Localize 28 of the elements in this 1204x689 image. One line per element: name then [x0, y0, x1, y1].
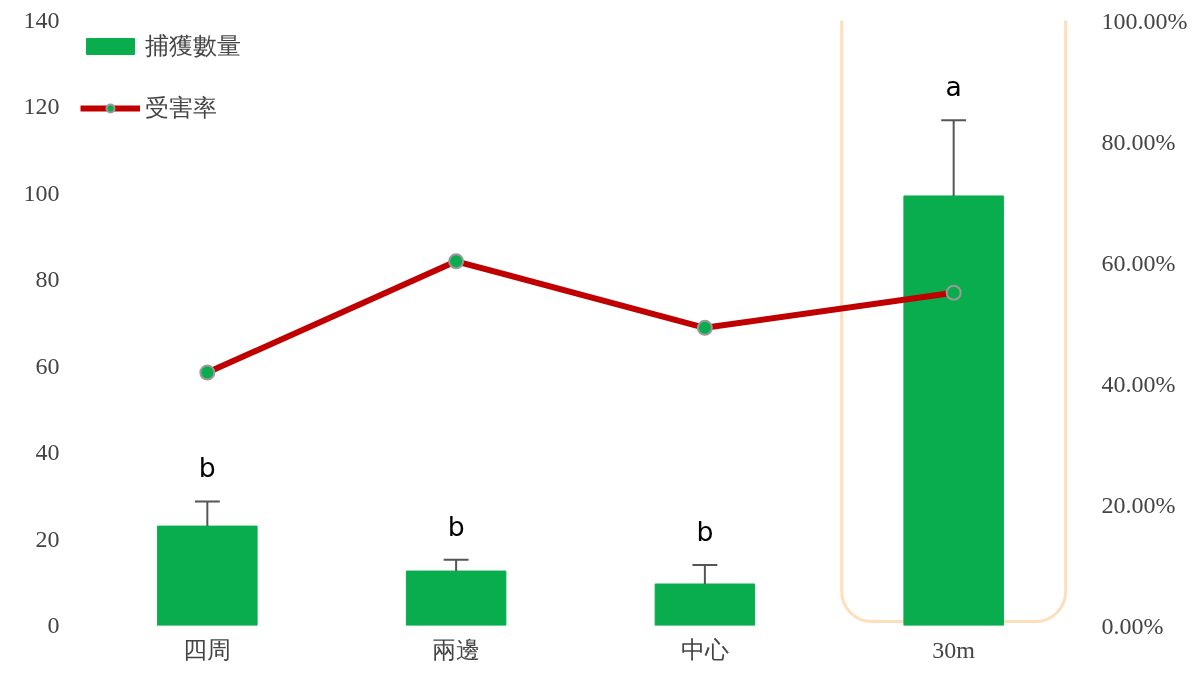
x-tick-label: 中心 [680, 636, 729, 663]
legend-label: 捕獲數量 [145, 31, 241, 61]
annotation: a [945, 71, 962, 103]
annotation: b [447, 510, 465, 542]
bar [405, 570, 507, 626]
legend-label: 受害率 [145, 93, 217, 123]
annotation: b [696, 516, 714, 547]
y-tick-label: 140 [23, 7, 60, 33]
x-tick-label: 兩邊 [432, 636, 481, 663]
y-tick-label: 60 [35, 352, 60, 379]
y2-tick-label: 40.00% [1101, 370, 1176, 397]
x-tick-label: 四周 [183, 636, 232, 663]
bar [903, 195, 1004, 626]
bar [157, 525, 258, 626]
y-tick-label: 80 [35, 266, 60, 293]
x-tick-label: 30m [932, 636, 976, 663]
y-tick-label: 40 [35, 439, 60, 466]
y2-tick-label: 80.00% [1101, 128, 1176, 155]
bar [654, 583, 756, 626]
y2-tick-label: 20.00% [1101, 491, 1176, 518]
y-tick-label: 120 [23, 93, 60, 120]
y-tick-label: 20 [35, 525, 60, 552]
y2-tick-label: 60.00% [1101, 249, 1176, 276]
y-tick-label: 100 [23, 179, 60, 206]
y-tick-label: 0 [47, 612, 60, 638]
y2-tick-label: 0.00% [1101, 612, 1164, 639]
y2-tick-label: 100.00% [1101, 7, 1188, 34]
annotation: b [198, 452, 216, 484]
